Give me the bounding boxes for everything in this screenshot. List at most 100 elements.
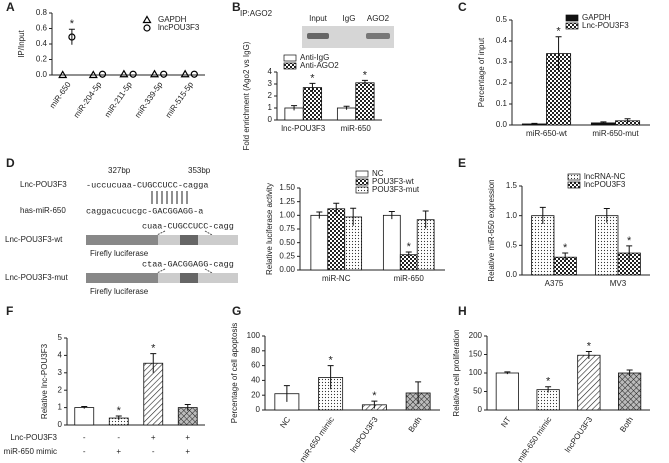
legend-swatch bbox=[283, 54, 297, 62]
bar bbox=[531, 215, 555, 276]
error-bar bbox=[585, 351, 592, 359]
y-tick-label: 1.50 bbox=[279, 183, 295, 192]
bar bbox=[618, 372, 642, 411]
y-tick-label: 0.3 bbox=[496, 57, 508, 66]
error-bar bbox=[624, 118, 631, 123]
site bbox=[180, 235, 198, 245]
condition-value: + bbox=[185, 433, 190, 442]
y-axis-label: Fold enrichment (Ago2 vs IgG) bbox=[242, 41, 251, 150]
point bbox=[88, 70, 98, 79]
y-tick-label: 0 bbox=[256, 405, 261, 414]
significance: * bbox=[363, 69, 368, 81]
binding-diagram: Lnc-POU3F3 327bp 353bp -uccucuaa-CUGCCUC… bbox=[5, 166, 238, 296]
legend-swatch bbox=[355, 186, 369, 194]
panel-label: F bbox=[6, 304, 13, 318]
blot-band bbox=[366, 33, 390, 39]
error-bar bbox=[115, 415, 122, 421]
x-tick-label: miR-211-5p bbox=[103, 80, 134, 119]
panel-label: H bbox=[458, 304, 467, 318]
y-tick-label: 1 bbox=[268, 103, 273, 112]
y-tick-label: 150 bbox=[469, 350, 483, 359]
y-tick-label: 0.00 bbox=[279, 265, 295, 274]
x-tick-label: miR-204-5p bbox=[72, 80, 104, 120]
x-tick-label: miR-NC bbox=[322, 274, 351, 283]
y-tick-label: 4 bbox=[268, 67, 273, 76]
y-axis-label: Relative cell proliferation bbox=[452, 329, 461, 416]
error-bar bbox=[388, 211, 395, 220]
legend-label: POU3F3-mut bbox=[372, 185, 420, 194]
blot-lane: IgG bbox=[343, 14, 356, 23]
y-tick-label: 5 bbox=[58, 333, 63, 342]
y-tick-label: 0.5 bbox=[506, 240, 518, 249]
y-tick-label: 1.00 bbox=[279, 210, 295, 219]
panel-label: G bbox=[232, 304, 241, 318]
site bbox=[180, 273, 198, 283]
y-tick-label: 1.25 bbox=[279, 197, 295, 206]
error-bar bbox=[545, 386, 552, 393]
reporter-bar bbox=[86, 273, 158, 283]
y-tick-label: 3 bbox=[58, 368, 63, 377]
bar bbox=[310, 214, 329, 271]
y-tick-label: 4 bbox=[58, 351, 63, 360]
y-tick-label: 200 bbox=[469, 331, 483, 340]
legend-label: Anti-AGO2 bbox=[300, 61, 339, 70]
significance: * bbox=[328, 355, 333, 367]
y-tick-label: 0 bbox=[478, 405, 483, 414]
y-tick-label: 0 bbox=[58, 420, 63, 429]
y-tick-label: 0.25 bbox=[279, 251, 295, 260]
error-bar bbox=[626, 369, 633, 376]
legend-label: lncPOU3F3 bbox=[158, 23, 200, 32]
significance: * bbox=[563, 242, 568, 254]
legend-swatch bbox=[355, 178, 369, 186]
position: 353bp bbox=[188, 166, 211, 175]
legend-swatch bbox=[283, 62, 297, 70]
diagram-label: has-miR-650 bbox=[20, 206, 66, 215]
y-tick-label: 40 bbox=[251, 376, 260, 385]
point bbox=[58, 70, 68, 79]
y-tick-label: 0 bbox=[268, 115, 273, 124]
error-bar bbox=[361, 79, 368, 86]
error-bar bbox=[422, 210, 429, 229]
y-tick-label: 0.2 bbox=[496, 78, 508, 87]
error-bar bbox=[626, 245, 633, 261]
error-bar bbox=[184, 403, 191, 411]
y-tick-label: 60 bbox=[251, 361, 260, 370]
x-tick-label: miR-650 bbox=[394, 274, 425, 283]
significance: * bbox=[407, 241, 412, 253]
diagram-label: Lnc-POU3F3 bbox=[20, 180, 67, 189]
panel-label: D bbox=[6, 156, 15, 170]
panel-label: C bbox=[458, 0, 467, 14]
x-tick-label: lncPOU3F3 bbox=[349, 415, 380, 454]
y-axis-label: IP/Input bbox=[17, 29, 26, 57]
panel-label: A bbox=[6, 0, 15, 14]
y-tick-label: 1.0 bbox=[506, 211, 518, 220]
error-bar bbox=[504, 371, 511, 375]
significance: * bbox=[310, 72, 315, 84]
bar bbox=[382, 214, 401, 271]
bar bbox=[74, 407, 95, 426]
x-tick-label: miR-650-wt bbox=[526, 129, 568, 138]
condition-label: Lnc-POU3F3 bbox=[10, 433, 57, 442]
legend-marker bbox=[143, 24, 151, 32]
error-bar bbox=[600, 121, 607, 124]
legend-label: GAPDH bbox=[158, 15, 187, 24]
legend-label: lncPOU3F3 bbox=[584, 180, 626, 189]
error-bar bbox=[531, 122, 538, 125]
y-tick-label: 0.2 bbox=[36, 55, 48, 64]
y-tick-label: 50 bbox=[473, 387, 482, 396]
y-tick-label: 3 bbox=[268, 79, 273, 88]
y-axis-label: Relative lnc-POU3F3 bbox=[40, 343, 49, 419]
reporter-label: Firefly luciferase bbox=[90, 287, 149, 296]
callout bbox=[156, 268, 213, 274]
x-tick-label: miR-650 bbox=[48, 80, 73, 110]
error-bar bbox=[603, 208, 610, 223]
x-tick-label: NT bbox=[499, 415, 513, 429]
condition-value: + bbox=[151, 433, 156, 442]
significance: * bbox=[587, 340, 592, 352]
reporter-bar bbox=[86, 235, 158, 245]
y-tick-label: 0.0 bbox=[496, 120, 508, 129]
error-bar bbox=[291, 105, 298, 111]
y-tick-label: 20 bbox=[251, 390, 260, 399]
error-bar bbox=[81, 406, 88, 409]
error-bar bbox=[555, 36, 562, 71]
